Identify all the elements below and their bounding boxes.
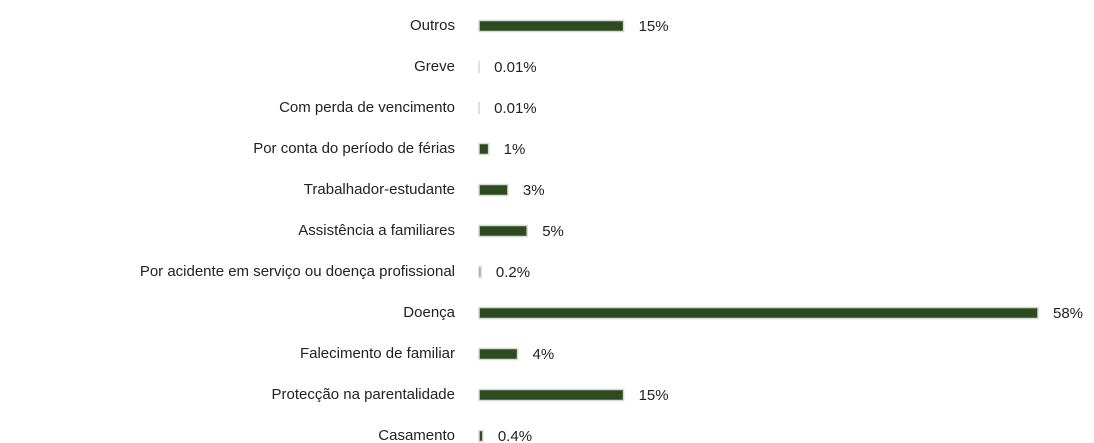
bar <box>478 142 490 156</box>
category-label: Casamento <box>378 427 455 443</box>
value-label: 58% <box>1053 305 1083 322</box>
value-label: 15% <box>639 387 669 404</box>
category-label: Falecimento de familiar <box>300 345 455 362</box>
bar <box>478 347 519 361</box>
bar <box>478 19 625 33</box>
category-label: Trabalhador-estudante <box>304 181 455 198</box>
bar <box>478 306 1039 320</box>
bar <box>478 388 625 402</box>
category-label: Com perda de vencimento <box>279 99 455 116</box>
value-label: 0.4% <box>498 428 532 443</box>
value-label: 1% <box>504 141 526 158</box>
category-label: Outros <box>410 17 455 34</box>
bar <box>478 429 484 443</box>
category-label: Protecção na parentalidade <box>272 386 455 403</box>
category-label: Greve <box>414 58 455 75</box>
value-label: 5% <box>542 223 564 240</box>
value-label: 0.01% <box>494 59 537 76</box>
bar <box>478 265 482 279</box>
value-label: 4% <box>533 346 555 363</box>
value-label: 0.2% <box>496 264 530 281</box>
bar <box>478 183 509 197</box>
category-label: Assistência a familiares <box>298 222 455 239</box>
category-label: Por conta do período de férias <box>253 140 455 157</box>
value-label: 0.01% <box>494 100 537 117</box>
value-label: 15% <box>639 18 669 35</box>
value-label: 3% <box>523 182 545 199</box>
bar <box>478 224 528 238</box>
category-label: Doença <box>403 304 455 321</box>
category-label: Por acidente em serviço ou doença profis… <box>140 263 455 280</box>
